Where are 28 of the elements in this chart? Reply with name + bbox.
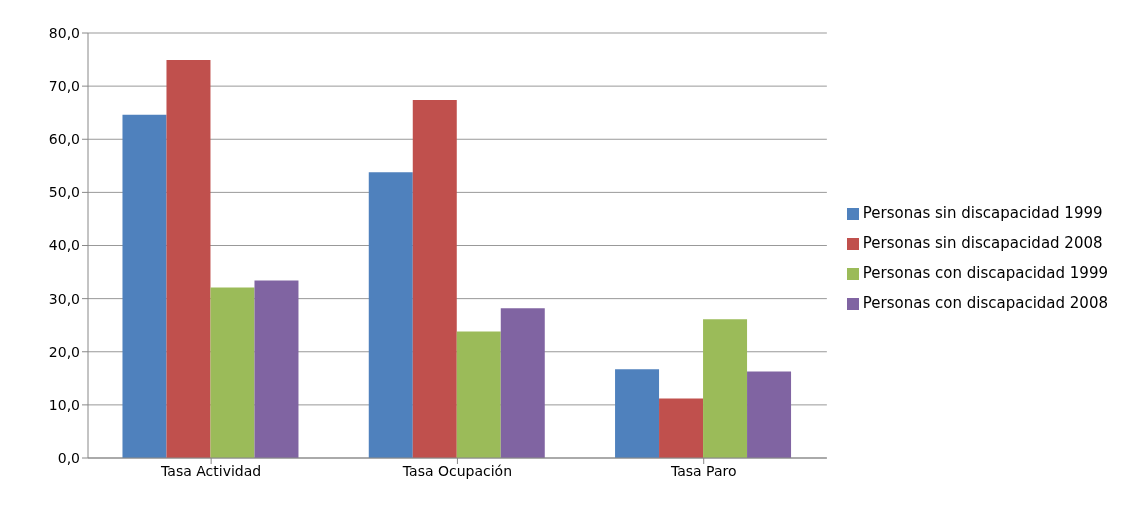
bar	[747, 371, 792, 458]
bar	[368, 172, 413, 458]
bar	[254, 280, 299, 458]
bar	[210, 287, 255, 458]
y-tick-label: 30,0	[48, 290, 80, 307]
bar	[456, 331, 501, 458]
bar	[500, 308, 545, 458]
x-tick-label: Tasa Ocupación	[401, 462, 513, 479]
legend-label: Personas sin discapacidad 1999	[862, 204, 1103, 222]
y-tick-label: 0,0	[57, 449, 80, 466]
y-tick-label: 40,0	[48, 237, 80, 254]
y-tick-label: 70,0	[48, 78, 80, 95]
y-tick-label: 10,0	[48, 396, 80, 413]
bar	[412, 99, 457, 458]
legend-label: Personas con discapacidad 1999	[862, 264, 1108, 282]
bar	[122, 114, 167, 458]
x-tick-label: Tasa Actividad	[160, 462, 262, 479]
y-tick-label: 20,0	[48, 343, 80, 360]
legend-label: Personas con discapacidad 2008	[862, 294, 1108, 312]
legend-label: Personas sin discapacidad 2008	[862, 234, 1103, 252]
bar	[703, 319, 748, 458]
y-tick-label: 50,0	[48, 184, 80, 201]
x-tick-label: Tasa Paro	[669, 462, 737, 479]
bar	[166, 60, 211, 458]
y-tick-label: 60,0	[48, 131, 80, 148]
bar	[615, 369, 660, 458]
y-tick-label: 80,0	[48, 24, 80, 41]
bar	[659, 398, 704, 458]
